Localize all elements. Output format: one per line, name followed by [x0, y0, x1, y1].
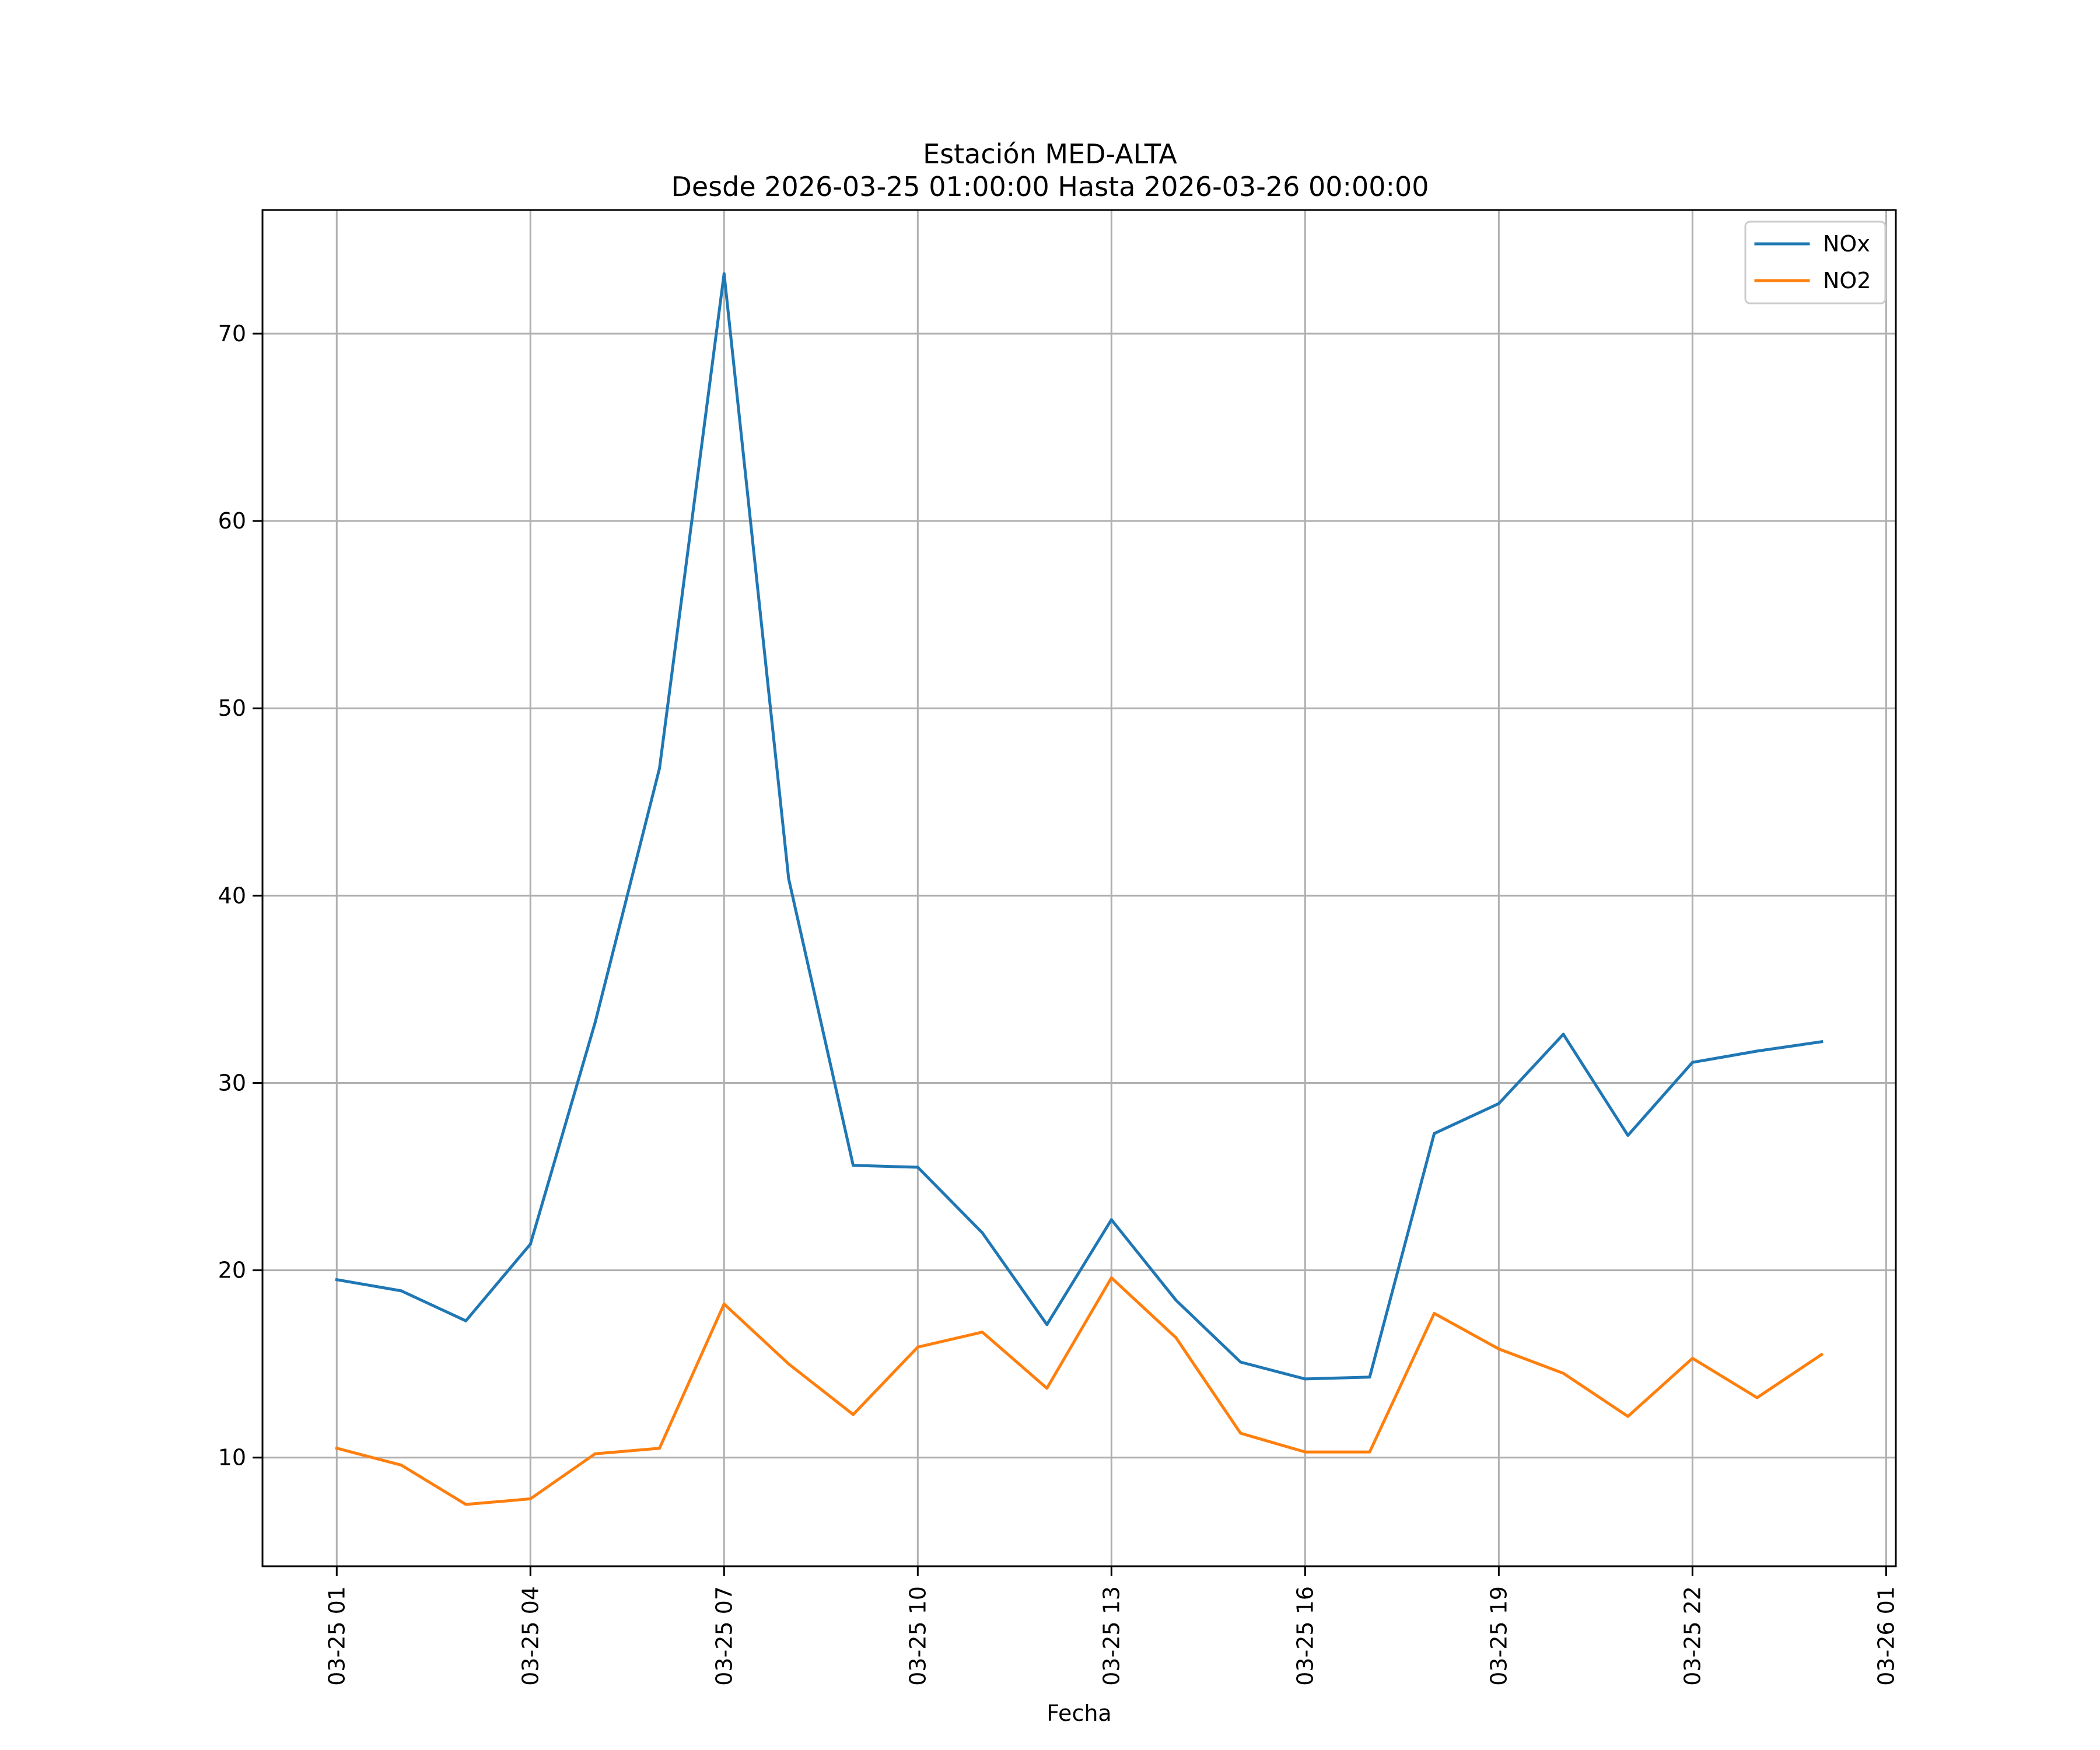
data-point-nox	[1626, 1133, 1630, 1137]
data-point-no2	[1368, 1450, 1371, 1454]
data-point-nox	[464, 1319, 468, 1322]
x-tick-label: 03-25 07	[711, 1586, 737, 1686]
data-point-nox	[1820, 1040, 1824, 1044]
data-point-no2	[658, 1447, 662, 1450]
data-point-nox	[1562, 1032, 1565, 1036]
data-point-nox	[1239, 1360, 1242, 1364]
data-point-no2	[722, 1302, 726, 1306]
x-tick-label: 03-25 04	[517, 1586, 543, 1686]
data-point-no2	[335, 1447, 338, 1450]
legend-label-no2: NO2	[1823, 268, 1871, 293]
data-point-no2	[1690, 1357, 1694, 1360]
data-point-nox	[1045, 1323, 1049, 1326]
data-point-nox	[658, 766, 662, 770]
data-point-nox	[1497, 1102, 1500, 1105]
y-tick-label: 40	[218, 883, 246, 908]
data-point-nox	[1690, 1060, 1694, 1064]
data-point-no2	[1433, 1312, 1436, 1315]
x-tick-label: 03-25 10	[905, 1586, 930, 1686]
data-point-nox	[1368, 1376, 1371, 1379]
data-point-no2	[1174, 1336, 1178, 1339]
data-point-nox	[1755, 1049, 1759, 1053]
y-tick-label: 20	[218, 1258, 246, 1283]
data-point-no2	[464, 1503, 468, 1506]
y-tick-label: 60	[218, 508, 246, 534]
data-point-nox	[981, 1231, 984, 1234]
data-point-nox	[1303, 1377, 1307, 1381]
legend-box	[1744, 220, 1887, 304]
data-point-nox	[335, 1278, 338, 1282]
chart-title: Estación MED-ALTA	[923, 138, 1177, 170]
data-point-nox	[916, 1166, 919, 1169]
data-point-nox	[852, 1164, 855, 1167]
data-point-no2	[916, 1345, 919, 1349]
data-point-no2	[1303, 1450, 1307, 1454]
x-tick-label: 03-25 22	[1679, 1586, 1705, 1686]
data-point-no2	[1497, 1348, 1500, 1350]
data-point-no2	[1110, 1276, 1113, 1279]
data-point-nox	[528, 1242, 532, 1246]
plot-area-frame	[261, 209, 1897, 1567]
x-tick-label: 03-26 01	[1873, 1586, 1899, 1686]
x-tick-label: 03-25 01	[324, 1586, 349, 1686]
y-tick-label: 50	[218, 695, 246, 721]
data-point-no2	[1239, 1432, 1242, 1435]
data-point-no2	[593, 1452, 597, 1455]
series-line-no2	[335, 1276, 1824, 1506]
data-point-no2	[400, 1464, 403, 1467]
data-point-no2	[787, 1362, 790, 1366]
data-point-no2	[852, 1413, 855, 1416]
legend: NOx NO2	[1744, 220, 1887, 304]
chart-subtitle: Desde 2026-03-25 01:00:00 Hasta 2026-03-…	[671, 171, 1429, 202]
x-axis-label: Fecha	[1046, 1700, 1111, 1726]
data-point-no2	[1045, 1387, 1049, 1390]
data-point-nox	[1110, 1218, 1113, 1222]
data-point-nox	[1433, 1132, 1436, 1135]
data-point-nox	[400, 1289, 403, 1293]
y-tick-label: 30	[218, 1070, 246, 1096]
data-point-nox	[722, 272, 726, 275]
data-point-no2	[1820, 1353, 1824, 1356]
x-tick-label: 03-25 16	[1292, 1586, 1318, 1686]
data-point-no2	[1562, 1371, 1565, 1375]
legend-label-nox: NOx	[1823, 231, 1870, 257]
axes: 03-25 01 03-25 04 03-25 07 03-25 10 03-25 13…	[218, 321, 1899, 1686]
data-point-nox	[787, 877, 790, 880]
data-point-no2	[981, 1331, 984, 1334]
data-point-no2	[1755, 1396, 1759, 1399]
data-point-no2	[1626, 1415, 1630, 1418]
y-tick-label: 70	[218, 321, 246, 346]
series-lines	[335, 272, 1824, 1506]
y-tick-label: 10	[218, 1445, 246, 1471]
data-point-nox	[1174, 1298, 1178, 1302]
data-point-nox	[593, 1021, 597, 1025]
x-tick-label: 03-25 19	[1486, 1586, 1511, 1686]
x-tick-label: 03-25 13	[1098, 1586, 1124, 1686]
data-point-no2	[528, 1497, 532, 1500]
series-line-nox	[335, 272, 1824, 1381]
